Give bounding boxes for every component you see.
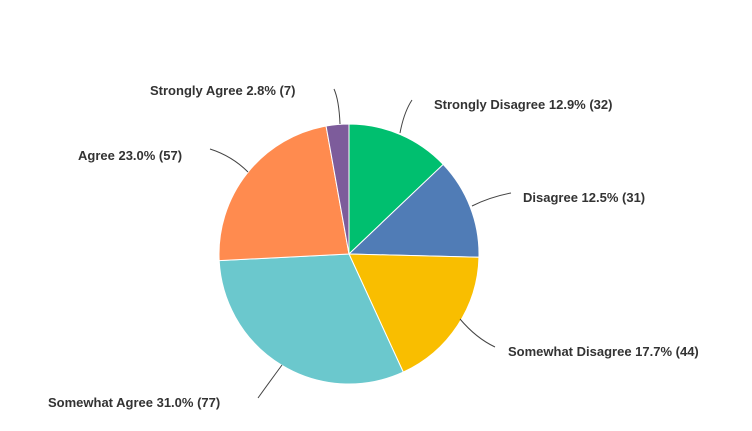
slice-label-disagree: Disagree 12.5% (31): [523, 190, 645, 205]
slice-disagree: [347, 163, 480, 258]
slice-strongly-agree: [325, 123, 350, 255]
slice-label-somewhat-disagree: Somewhat Disagree 17.7% (44): [508, 344, 699, 359]
leader-line-disagree: [471, 192, 512, 207]
slice-strongly-disagree: [348, 123, 444, 256]
leader-line-somewhat-agree: [257, 364, 283, 399]
slice-label-agree: Agree 23.0% (57): [78, 148, 182, 163]
slice-somewhat-disagree: [348, 253, 480, 373]
leader-line-strongly-agree: [333, 88, 341, 125]
slice-agree: [218, 125, 350, 262]
leader-line-strongly-disagree: [399, 99, 413, 134]
slice-label-somewhat-agree: Somewhat Agree 31.0% (77): [48, 395, 220, 410]
leader-line-agree: [209, 148, 249, 173]
slice-label-strongly-disagree: Strongly Disagree 12.9% (32): [434, 97, 612, 112]
leader-line-somewhat-disagree: [459, 318, 496, 348]
slice-label-strongly-agree: Strongly Agree 2.8% (7): [150, 83, 295, 98]
